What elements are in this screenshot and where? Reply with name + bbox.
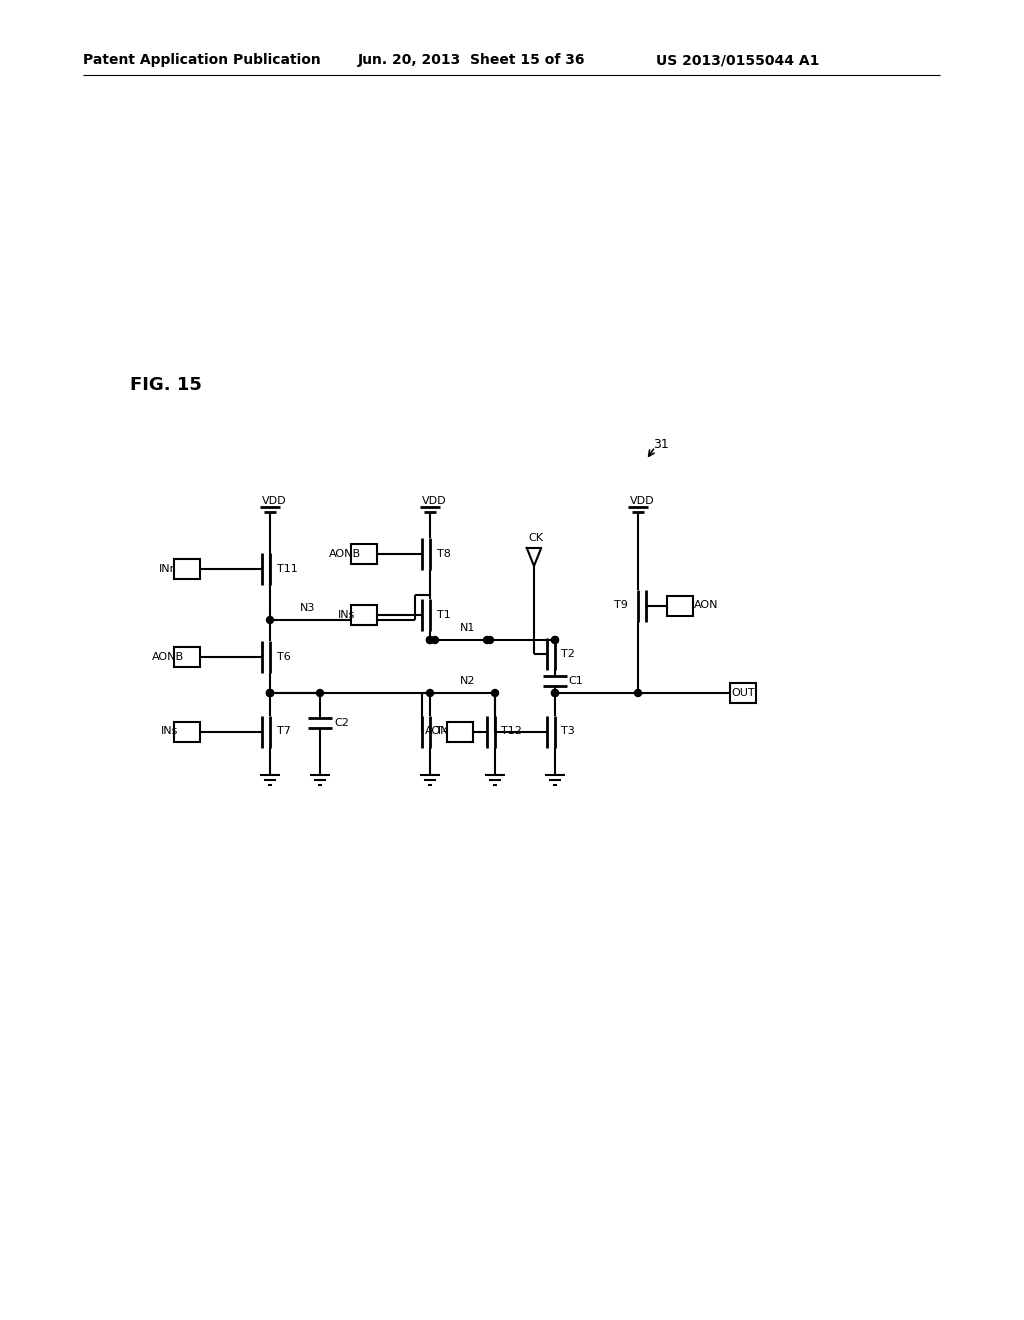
Text: C1: C1: [568, 676, 583, 685]
Text: T12: T12: [501, 726, 522, 737]
Text: Jun. 20, 2013  Sheet 15 of 36: Jun. 20, 2013 Sheet 15 of 36: [358, 53, 586, 67]
Text: INs: INs: [338, 610, 355, 620]
Circle shape: [316, 689, 324, 697]
Text: T3: T3: [561, 726, 574, 737]
Text: N3: N3: [300, 603, 315, 612]
Text: N1: N1: [460, 623, 475, 634]
Text: T7: T7: [278, 726, 291, 737]
Bar: [351, 544, 377, 564]
Text: CK: CK: [528, 533, 543, 543]
Circle shape: [483, 636, 490, 644]
Text: FIG. 15: FIG. 15: [130, 376, 202, 393]
Text: T8: T8: [437, 549, 451, 558]
Text: T1: T1: [437, 610, 451, 620]
Text: AONB: AONB: [329, 549, 361, 558]
Text: AON: AON: [425, 726, 450, 737]
Bar: [351, 605, 377, 624]
Text: T11: T11: [278, 564, 298, 574]
Circle shape: [486, 636, 494, 644]
Text: T9: T9: [614, 601, 628, 610]
Text: T4: T4: [436, 726, 450, 737]
Text: AON: AON: [694, 601, 719, 610]
Text: T2: T2: [561, 649, 574, 659]
Text: INr: INr: [159, 564, 175, 574]
Text: INs: INs: [161, 726, 178, 737]
Text: AONB: AONB: [152, 652, 184, 661]
Text: Patent Application Publication: Patent Application Publication: [83, 53, 321, 67]
Circle shape: [552, 636, 558, 644]
Circle shape: [552, 636, 558, 644]
Bar: [174, 722, 200, 742]
Circle shape: [266, 616, 273, 623]
Text: T6: T6: [278, 652, 291, 661]
Text: VDD: VDD: [630, 496, 654, 506]
Bar: [667, 595, 693, 615]
Circle shape: [431, 636, 438, 644]
Circle shape: [427, 636, 433, 644]
Circle shape: [266, 689, 273, 697]
Circle shape: [427, 689, 433, 697]
Bar: [730, 682, 756, 704]
Text: VDD: VDD: [262, 496, 287, 506]
Circle shape: [427, 636, 433, 644]
Text: US 2013/0155044 A1: US 2013/0155044 A1: [656, 53, 819, 67]
Text: OUT: OUT: [731, 688, 755, 698]
Circle shape: [552, 689, 558, 697]
Text: C2: C2: [334, 718, 349, 729]
Circle shape: [266, 689, 273, 697]
Circle shape: [492, 689, 499, 697]
Circle shape: [552, 689, 558, 697]
Text: VDD: VDD: [422, 496, 446, 506]
Text: 31: 31: [653, 437, 669, 450]
Text: N2: N2: [460, 676, 475, 686]
Circle shape: [266, 689, 273, 697]
Bar: [447, 722, 473, 742]
Circle shape: [635, 689, 641, 697]
Bar: [174, 647, 200, 667]
Bar: [174, 558, 200, 579]
